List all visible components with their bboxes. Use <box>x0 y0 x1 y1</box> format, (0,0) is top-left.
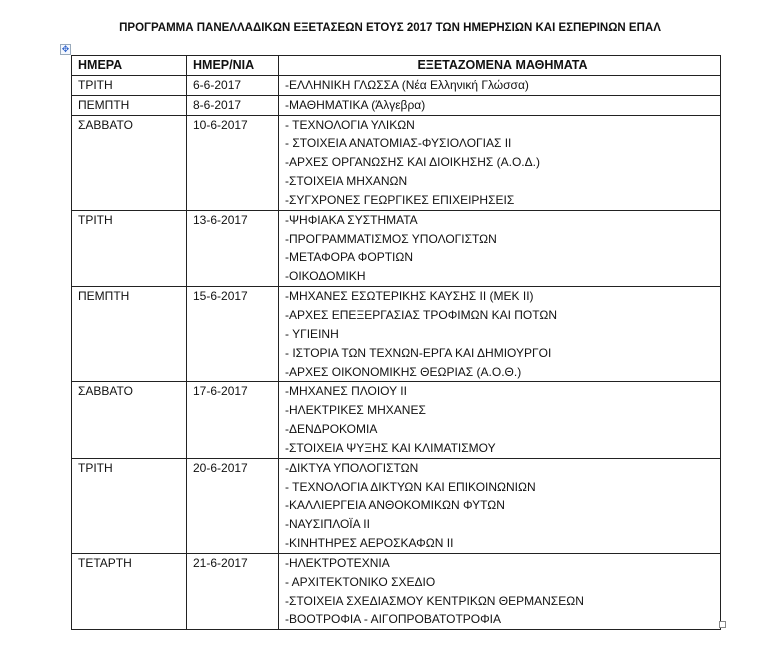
exam-schedule-table: ΗΜΕΡΑ ΗΜΕΡ/ΝΙΑ ΕΞΕΤΑΖΟΜΕΝΑ ΜΑΘΗΜΑΤΑ ΤΡΙΤ… <box>71 55 721 631</box>
subject-item: -ΜΗΧΑΝΕΣ ΠΛΟΙΟΥ ΙΙ <box>285 384 407 399</box>
subject-item: -ΨΗΦΙΑΚΑ ΣΥΣΤΗΜΑΤΑ <box>285 212 418 227</box>
date-cell: 15-6-2017 <box>186 286 279 383</box>
table-row: ΤΡΙΤΗ 6-6-2017 -ΕΛΛΗΝΙΚΗ ΓΛΩΣΣΑ (Νέα Ελλην… <box>71 74 721 96</box>
subject-item: -ΗΛΕΚΤΡΙΚΕΣ ΜΗΧΑΝΕΣ <box>285 403 426 418</box>
table-row: ΣΑΒΒΑΤΟ 10-6-2017 - ΤΕΧΝΟΛΟΓΙΑ ΥΛΙΚΩΝ - ΣΤΟ… <box>71 114 721 211</box>
date-cell: 21-6-2017 <box>186 552 279 631</box>
table-row: ΤΡΙΤΗ 20-6-2017 -ΔΙΚΤΥΑ ΥΠΟΛΟΓΙΣΤΩΝ - ΤΕΧΝΟ… <box>71 457 721 554</box>
subject-item: -ΣΤΟΙΧΕΙΑ ΜΗΧΑΝΩΝ <box>285 174 408 189</box>
date-cell: 17-6-2017 <box>186 381 279 459</box>
subject-item: -ΝΑΥΣΙΠΛΟΪΑ ΙΙ <box>285 517 370 532</box>
date-cell: 13-6-2017 <box>186 209 279 288</box>
day-cell: ΣΑΒΒΑΤΟ <box>71 381 187 459</box>
subject-item: -ΒΟΟΤΡΟΦΙΑ - ΑΙΓΟΠΡΟΒΑΤΟΤΡΟΦΙΑ <box>285 612 502 627</box>
date-cell: 20-6-2017 <box>186 457 279 554</box>
subject-item: -ΑΡΧΕΣ ΟΙΚΟΝΟΜΙΚΗΣ ΘΕΩΡΙΑΣ (Α.Ο.Θ.) <box>285 364 522 379</box>
day-cell: ΠΕΜΠΤΗ <box>71 94 187 116</box>
subjects-cell: -ΗΛΕΚΤΡΟΤΕΧΝΙΑ - ΑΡΧΙΤΕΚΤΟΝΙΚΟ ΣΧΕΔΙΟ -ΣΤΟ… <box>278 552 721 631</box>
subjects-cell: -ΕΛΛΗΝΙΚΗ ΓΛΩΣΣΑ (Νέα Ελληνική Γλώσσα) <box>278 74 721 96</box>
date-cell: 10-6-2017 <box>186 114 279 211</box>
subject-item: -ΑΡΧΕΣ ΟΡΓΑΝΩΣΗΣ ΚΑΙ ΔΙΟΙΚΗΣΗΣ (Α.Ο.Δ.) <box>285 155 540 170</box>
subject-item: -ΑΡΧΕΣ ΕΠΕΞΕΡΓΑΣΙΑΣ ΤΡΟΦΙΜΩΝ ΚΑΙ ΠΟΤΩΝ <box>285 307 558 322</box>
table-row: ΤΡΙΤΗ 13-6-2017 -ΨΗΦΙΑΚΑ ΣΥΣΤΗΜΑΤΑ -ΠΡΟΓΡΑΜ… <box>71 209 721 288</box>
day-cell: ΤΡΙΤΗ <box>71 209 187 288</box>
subject-item: - ΙΣΤΟΡΙΑ ΤΩΝ ΤΕΧΝΩΝ-ΕΡΓΑ ΚΑΙ ΔΗΜΙΟΥΡΓΟΙ <box>285 345 552 360</box>
header-date: ΗΜΕΡ/ΝΙΑ <box>186 55 279 76</box>
subject-item: -ΔΕΝΔΡΟΚΟΜΙΑ <box>285 422 378 437</box>
subject-item: -ΜΕΤΑΦΟΡΑ ΦΟΡΤΙΩΝ <box>285 250 414 265</box>
subject-item: -ΣΥΓΧΡΟΝΕΣ ΓΕΩΡΓΙΚΕΣ ΕΠΙΧΕΙΡΗΣΕΙΣ <box>285 192 515 207</box>
table-row: ΠΕΜΠΤΗ 15-6-2017 -ΜΗΧΑΝΕΣ ΕΣΩΤΕΡΙΚΗΣ ΚΑΥΣΗ… <box>71 286 721 383</box>
subjects-cell: -ΜΗΧΑΝΕΣ ΠΛΟΙΟΥ ΙΙ -ΗΛΕΚΤΡΙΚΕΣ ΜΗΧΑΝΕΣ -ΔΕ… <box>278 381 721 459</box>
subject-item: - ΣΤΟΙΧΕΙΑ ΑΝΑΤΟΜΙΑΣ-ΦΥΣΙΟΛΟΓΙΑΣ ΙΙ <box>285 136 512 151</box>
document-title: ΠΡΟΓΡΑΜΜΑ ΠΑΝΕΛΛΑΔΙΚΩΝ ΕΞΕΤΑΣΕΩΝ ΕΤΟΥΣ 2… <box>119 22 661 34</box>
table-row: ΤΕΤΑΡΤΗ 21-6-2017 -ΗΛΕΚΤΡΟΤΕΧΝΙΑ - ΑΡΧΙΤΕΚΤ… <box>71 552 721 631</box>
day-cell: ΣΑΒΒΑΤΟ <box>71 114 187 211</box>
day-cell: ΠΕΜΠΤΗ <box>71 286 187 383</box>
table-header-row: ΗΜΕΡΑ ΗΜΕΡ/ΝΙΑ ΕΞΕΤΑΖΟΜΕΝΑ ΜΑΘΗΜΑΤΑ <box>71 55 721 76</box>
subjects-cell: -ΨΗΦΙΑΚΑ ΣΥΣΤΗΜΑΤΑ -ΠΡΟΓΡΑΜΜΑΤΙΣΜΟΣ ΥΠΟΛΟ… <box>278 209 721 288</box>
table-row: ΣΑΒΒΑΤΟ 17-6-2017 -ΜΗΧΑΝΕΣ ΠΛΟΙΟΥ ΙΙ -ΗΛΕΚΤ… <box>71 381 721 459</box>
day-cell: ΤΕΤΑΡΤΗ <box>71 552 187 631</box>
date-cell: 8-6-2017 <box>186 94 279 116</box>
table-move-handle-icon[interactable]: ✥ <box>60 44 71 55</box>
subject-item: - ΤΕΧΝΟΛΟΓΙΑ ΥΛΙΚΩΝ <box>285 117 415 132</box>
subjects-cell: -ΜΗΧΑΝΕΣ ΕΣΩΤΕΡΙΚΗΣ ΚΑΥΣΗΣ ΙΙ (ΜΕΚ ΙΙ) -Α… <box>278 286 721 383</box>
date-cell: 6-6-2017 <box>186 74 279 96</box>
subject-item: -ΕΛΛΗΝΙΚΗ ΓΛΩΣΣΑ (Νέα Ελληνική Γλώσσα) <box>285 77 529 92</box>
subjects-cell: -ΔΙΚΤΥΑ ΥΠΟΛΟΓΙΣΤΩΝ - ΤΕΧΝΟΛΟΓΙΑ ΔΙΚΤΥΩΝ … <box>278 457 721 554</box>
subject-item: -ΔΙΚΤΥΑ ΥΠΟΛΟΓΙΣΤΩΝ <box>285 460 419 475</box>
subject-item: - ΥΓΙΕΙΝΗ <box>285 326 339 341</box>
subject-item: -ΜΗΧΑΝΕΣ ΕΣΩΤΕΡΙΚΗΣ ΚΑΥΣΗΣ ΙΙ (ΜΕΚ ΙΙ) <box>285 289 534 304</box>
header-day: ΗΜΕΡΑ <box>71 55 187 76</box>
subject-item: -ΜΑΘΗΜΑΤΙΚΑ (Άλγεβρα) <box>285 97 426 112</box>
subject-item: -ΣΤΟΙΧΕΙΑ ΨΥΞΗΣ ΚΑΙ ΚΛΙΜΑΤΙΣΜΟΥ <box>285 440 496 455</box>
subject-item: -ΗΛΕΚΤΡΟΤΕΧΝΙΑ <box>285 555 390 570</box>
subject-item: -ΠΡΟΓΡΑΜΜΑΤΙΣΜΟΣ ΥΠΟΛΟΓΙΣΤΩΝ <box>285 231 497 246</box>
table-row: ΠΕΜΠΤΗ 8-6-2017 -ΜΑΘΗΜΑΤΙΚΑ (Άλγεβρα) <box>71 94 721 116</box>
table-resize-handle-icon[interactable] <box>719 621 726 628</box>
subject-item: -ΟΙΚΟΔΟΜΙΚΗ <box>285 269 366 284</box>
subject-item: - ΑΡΧΙΤΕΚΤΟΝΙΚΟ ΣΧΕΔΙΟ <box>285 574 436 589</box>
subject-item: -ΚΑΛΛΙΕΡΓΕΙΑ ΑΝΘΟΚΟΜΙΚΩΝ ΦΥΤΩΝ <box>285 498 505 513</box>
subject-item: -ΣΤΟΙΧΕΙΑ ΣΧΕΔΙΑΣΜΟΥ ΚΕΝΤΡΙΚΩΝ ΘΕΡΜΑΝΣΕΩ… <box>285 593 584 608</box>
subjects-cell: -ΜΑΘΗΜΑΤΙΚΑ (Άλγεβρα) <box>278 94 721 116</box>
day-cell: ΤΡΙΤΗ <box>71 74 187 96</box>
subject-item: -ΚΙΝΗΤΗΡΕΣ ΑΕΡΟΣΚΑΦΩΝ ΙΙ <box>285 536 454 551</box>
day-cell: ΤΡΙΤΗ <box>71 457 187 554</box>
subject-item: - ΤΕΧΝΟΛΟΓΙΑ ΔΙΚΤΥΩΝ ΚΑΙ ΕΠΙΚΟΙΝΩΝΙΩΝ <box>285 479 536 494</box>
subjects-cell: - ΤΕΧΝΟΛΟΓΙΑ ΥΛΙΚΩΝ - ΣΤΟΙΧΕΙΑ ΑΝΑΤΟΜΙΑΣ-… <box>278 114 721 211</box>
header-subjects: ΕΞΕΤΑΖΟΜΕΝΑ ΜΑΘΗΜΑΤΑ <box>278 55 721 76</box>
